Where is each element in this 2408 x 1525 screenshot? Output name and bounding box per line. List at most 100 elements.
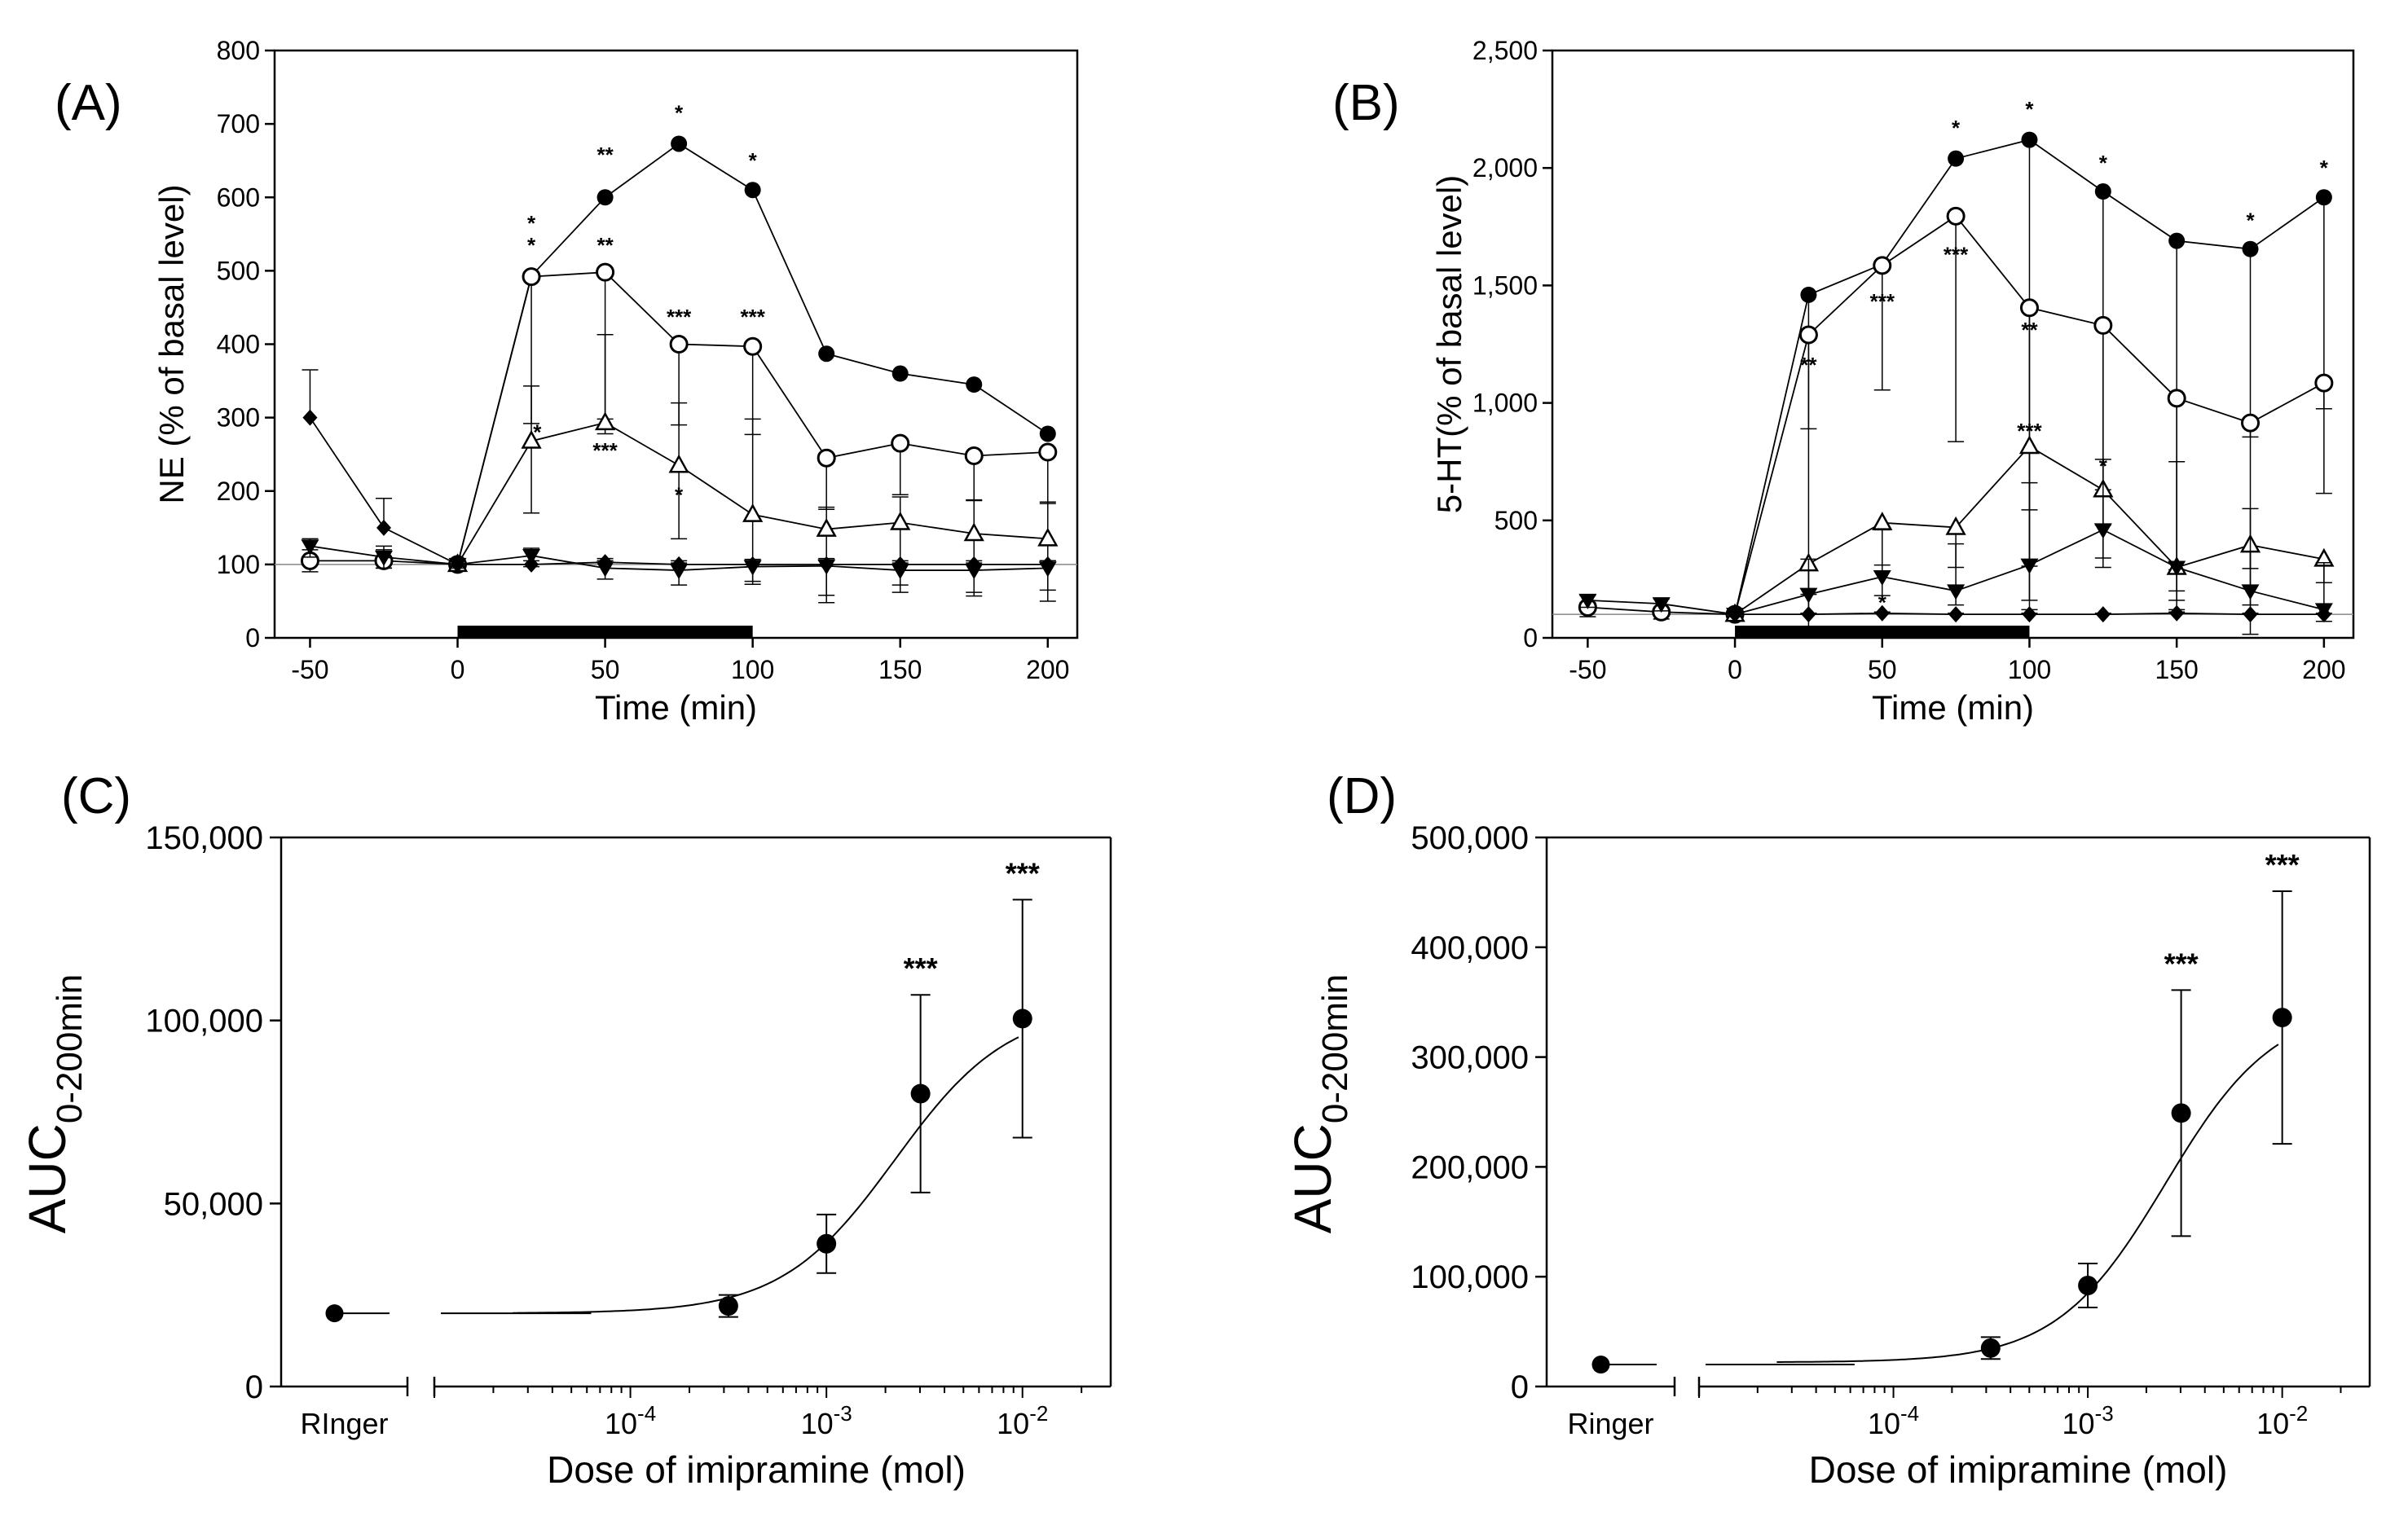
- panel-D: (D) 0 100,000 200,000 300,000 400,000 500,000 1…: [1283, 768, 2371, 1491]
- significance-mark: **: [596, 233, 614, 257]
- data-point: [1578, 593, 1597, 609]
- x-tick-label: -50: [1569, 655, 1606, 684]
- data-point: [892, 556, 908, 573]
- significance-mark: **: [1800, 353, 1817, 377]
- control-label: RInger: [300, 1407, 388, 1440]
- y-tick-label: 500: [217, 256, 260, 285]
- data-point: [817, 1233, 837, 1254]
- y-tick-label: 150,000: [145, 820, 263, 856]
- panel-label: (D): [1327, 768, 1397, 824]
- significance-mark: *: [1952, 116, 1961, 140]
- significance-mark: ***: [2164, 947, 2199, 980]
- y-tick-label: 100: [217, 550, 260, 579]
- y-tick-label: 1,000: [1473, 389, 1538, 418]
- data-point: [966, 376, 983, 393]
- treatment-bar: [1735, 626, 2030, 638]
- significance-mark: *: [2320, 156, 2329, 180]
- y-tick-label: 600: [217, 182, 260, 212]
- data-point: [2171, 1103, 2191, 1123]
- tick-exponent: -2: [2289, 1401, 2308, 1426]
- tick-base: 10: [997, 1407, 1029, 1440]
- significance-mark: *: [675, 482, 684, 507]
- tick-exponent: -4: [637, 1401, 656, 1426]
- data-point: [2019, 298, 2039, 318]
- significance-mark: *: [2246, 209, 2255, 233]
- panel-label: (A): [55, 75, 122, 131]
- x-tick-label: 10-3: [2062, 1401, 2114, 1440]
- data-point: [2168, 232, 2186, 249]
- y-tick-label: 0: [245, 1369, 263, 1405]
- x-axis-label: Dose of imipramine (mol): [547, 1448, 966, 1491]
- data-point: [2093, 523, 2112, 539]
- significance-mark: **: [2021, 318, 2038, 342]
- data-point: [2169, 604, 2185, 622]
- panel-label: (B): [1332, 75, 1400, 131]
- x-tick-label: 150: [2155, 655, 2198, 684]
- y-axis-label: 5-HT(% of basal level): [1430, 175, 1468, 513]
- data-point: [742, 503, 764, 522]
- x-tick-label: -50: [291, 655, 328, 684]
- significance-mark: ***: [2017, 419, 2042, 443]
- data-point: [890, 511, 911, 530]
- data-point: [1038, 442, 1058, 462]
- data-point: [2314, 373, 2334, 393]
- data-point: [1980, 1338, 2001, 1358]
- data-point: [910, 1083, 931, 1104]
- control-label: Ringer: [1567, 1407, 1653, 1440]
- x-tick-label: 50: [1868, 655, 1897, 684]
- data-point: [1948, 606, 1964, 623]
- data-point: [2243, 606, 2258, 623]
- significance-mark: *: [2099, 151, 2108, 175]
- data-point: [1728, 606, 1743, 623]
- data-point: [671, 135, 688, 152]
- significance-mark: ***: [667, 305, 692, 329]
- tick-base: 10: [1868, 1407, 1900, 1440]
- y-axis-label: AUC0-200min: [18, 974, 90, 1234]
- data-point: [2078, 1275, 2098, 1295]
- data-point: [521, 429, 542, 449]
- y-tick-label: 200: [217, 477, 260, 506]
- x-tick-label: 10-2: [2256, 1401, 2308, 1440]
- data-point: [2020, 558, 2039, 574]
- x-tick-label: 0: [451, 655, 465, 684]
- significance-mark: *: [527, 233, 536, 257]
- series-diamond-filled: [1727, 604, 2332, 623]
- significance-mark: **: [596, 143, 614, 167]
- tick-base: 10: [605, 1407, 637, 1440]
- significance-mark: *: [2025, 97, 2034, 121]
- x-tick-label: 200: [2302, 655, 2345, 684]
- data-point: [966, 556, 982, 573]
- data-point: [891, 433, 910, 453]
- data-point: [1040, 556, 1055, 573]
- y-tick-label: 0: [245, 623, 260, 653]
- data-point: [2168, 560, 2186, 577]
- tick-base: 10: [2062, 1407, 2095, 1440]
- data-point: [450, 556, 465, 573]
- significance-mark: ***: [1006, 856, 1040, 890]
- x-axis-label: Time (min): [595, 688, 757, 727]
- control-point: [1591, 1356, 1610, 1374]
- data-point: [301, 539, 319, 556]
- data-point: [1872, 512, 1893, 530]
- x-tick-label: 50: [591, 655, 620, 684]
- y-tick-label: 300,000: [1411, 1040, 1529, 1076]
- data-point: [745, 556, 760, 573]
- significance-mark: *: [1878, 590, 1887, 614]
- data-point: [2093, 315, 2113, 335]
- data-point: [1800, 286, 1817, 303]
- data-point: [2094, 183, 2111, 200]
- data-point: [2241, 584, 2260, 600]
- y-tick-label: 100,000: [145, 1004, 263, 1039]
- x-tick-label: 0: [1728, 655, 1742, 684]
- tick-base: 10: [801, 1407, 834, 1440]
- y-axis-label-main: AUC: [1283, 1123, 1342, 1233]
- data-point: [2316, 606, 2331, 623]
- data-point: [2018, 435, 2040, 455]
- y-tick-label: 400,000: [1411, 930, 1529, 966]
- significance-mark: *: [2099, 454, 2108, 478]
- x-tick-label: 100: [2008, 655, 2051, 684]
- y-tick-label: 0: [1523, 623, 1538, 653]
- data-point: [2272, 1008, 2292, 1028]
